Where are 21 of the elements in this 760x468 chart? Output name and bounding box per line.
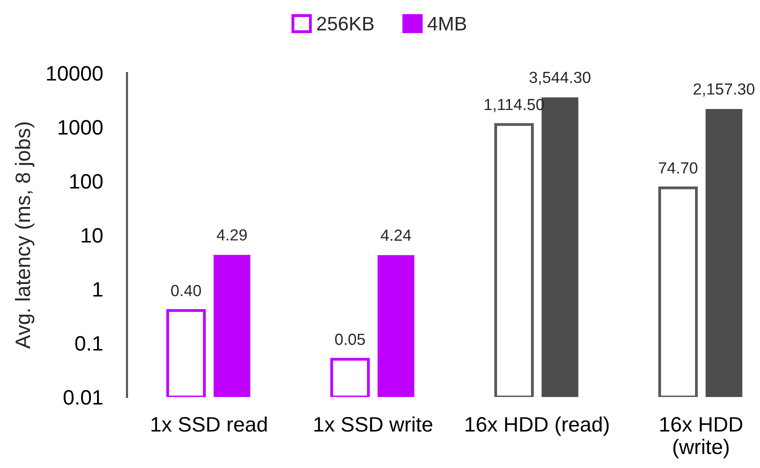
y-tick-label: 100 — [70, 174, 103, 189]
y-tick-label: 0.01 — [64, 390, 102, 405]
y-tick-label: 0.1 — [75, 336, 102, 351]
data-label: 0.40 — [171, 284, 201, 296]
y-tick-label: 10000 — [47, 66, 103, 81]
x-tick-label: 1x SSD write — [314, 416, 432, 432]
x-tick-label: 1x SSD read — [152, 416, 267, 432]
data-label: 4.24 — [380, 230, 412, 241]
y-tick-label: 1 — [93, 282, 102, 297]
x-tick-label: 16x HDD (write) — [660, 416, 742, 458]
data-label: 2,157.30 — [694, 83, 754, 97]
x-tick-label: 16x HDD (read) — [466, 416, 609, 436]
data-label: 74.70 — [658, 162, 698, 174]
y-axis-title: Avg. latency (ms, 8 jobs) — [14, 122, 34, 349]
legend-label: 256KB — [317, 16, 374, 31]
data-label: 0.05 — [335, 334, 365, 345]
legend-label: 4MB — [428, 16, 466, 30]
data-label: 3,544.30 — [529, 72, 590, 85]
y-tick-label: 1000 — [58, 120, 103, 135]
y-tick-label: 10 — [82, 228, 103, 243]
data-label: 4.29 — [216, 229, 247, 241]
